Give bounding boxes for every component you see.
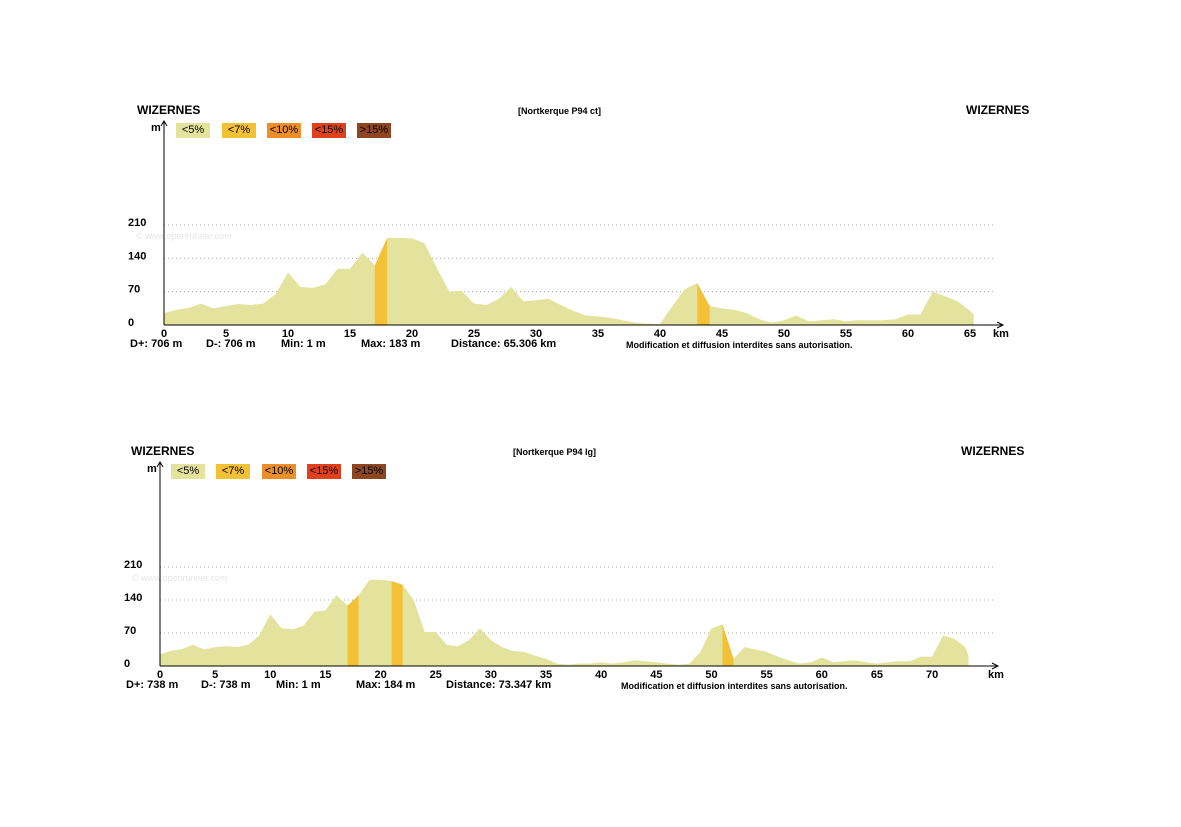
elevation-chart: © www.openrunner.com m 0 70 140 210 0 5 10 15 20 25… [124, 461, 1004, 681]
x-tick-label: 60 [902, 328, 914, 340]
x-tick-label: 40 [595, 669, 607, 681]
steep-segment [374, 237, 388, 325]
x-tick-label: 55 [840, 328, 852, 340]
end-location-label: WIZERNES [961, 444, 1025, 458]
elevation-profile-2: WIZERNES [Nortkerque P94 lg] WIZERNES <5… [0, 0, 1181, 691]
x-tick-label: 55 [761, 669, 773, 681]
x-tick-label: 5 [212, 669, 218, 681]
stat-distance: Distance: 65.306 km [451, 338, 557, 350]
route-title: [Nortkerque P94 lg] [513, 447, 597, 457]
y-tick-label: 140 [124, 592, 142, 604]
watermark: © www.openrunner.com [132, 573, 228, 583]
stat-max: Max: 183 m [361, 338, 421, 350]
stat-distance: Distance: 73.347 km [446, 679, 552, 691]
x-tick-label: 25 [430, 669, 442, 681]
steep-segment [722, 624, 734, 666]
x-tick-label: 15 [344, 328, 356, 340]
stat-d-minus: D-: 706 m [206, 338, 256, 350]
elevation-area [164, 237, 974, 325]
stat-d-plus: D+: 706 m [130, 338, 183, 350]
steep-segment [697, 283, 710, 325]
y-tick-label: 0 [124, 658, 130, 670]
x-tick-label: 0 [157, 669, 163, 681]
x-tick-label: 30 [485, 669, 497, 681]
x-tick-label: 40 [654, 328, 666, 340]
elevation-chart: © www.openrunner.com m 0 70 140 210 0 5 10 15 20 25… [128, 120, 1009, 340]
end-location-label: WIZERNES [966, 103, 1030, 117]
legend-lt5: <5% [176, 123, 210, 138]
x-tick-label: 45 [716, 328, 728, 340]
y-tick-label: 70 [124, 625, 136, 637]
x-tick-label: 10 [282, 328, 294, 340]
route-title: [Nortkerque P94 ct] [518, 106, 602, 116]
x-tick-label: 25 [468, 328, 480, 340]
x-tick-label: 10 [264, 669, 276, 681]
x-tick-label: 50 [778, 328, 790, 340]
x-tick-label: 60 [816, 669, 828, 681]
legend-lt10: <10% [267, 123, 301, 138]
y-tick-label: 210 [124, 559, 142, 571]
legend-lt15: <15% [312, 123, 346, 138]
x-tick-label: 20 [374, 669, 386, 681]
legend-gt15: >15% [352, 464, 386, 479]
steep-segment [391, 581, 403, 666]
x-tick-label: 65 [871, 669, 883, 681]
x-tick-label: 20 [406, 328, 418, 340]
x-tick-label: 30 [530, 328, 542, 340]
y-axis-arrow [156, 461, 164, 468]
legend-lt15: <15% [307, 464, 341, 479]
x-tick-label: 35 [540, 669, 552, 681]
x-axis-label: km [993, 328, 1009, 340]
legend-lt7: <7% [216, 464, 250, 479]
x-tick-label: 5 [223, 328, 229, 340]
x-tick-label: 15 [319, 669, 331, 681]
y-tick-label: 210 [128, 217, 146, 229]
elevation-profile-1: WIZERNES [Nortkerque P94 ct] WIZERNES <5… [0, 0, 1181, 350]
stat-min: Min: 1 m [281, 338, 326, 350]
stat-d-plus: D+: 738 m [126, 679, 179, 691]
y-axis-label: m [151, 122, 161, 134]
legend-gt15: >15% [357, 123, 391, 138]
x-tick-label: 35 [592, 328, 604, 340]
x-axis-arrow [991, 662, 1000, 670]
legend-lt5: <5% [171, 464, 205, 479]
x-tick-label: 0 [161, 328, 167, 340]
legend-lt7: <7% [222, 123, 256, 138]
watermark: © www.openrunner.com [136, 231, 232, 241]
start-location-label: WIZERNES [137, 103, 201, 117]
y-tick-label: 0 [128, 317, 134, 329]
x-tick-label: 50 [705, 669, 717, 681]
copyright-notice: Modification et diffusion interdites san… [621, 681, 848, 691]
y-axis-label: m [147, 463, 157, 475]
steep-segment [347, 595, 359, 666]
x-axis-arrow [996, 321, 1005, 329]
start-location-label: WIZERNES [131, 444, 195, 458]
x-tick-label: 70 [926, 669, 938, 681]
stat-max: Max: 184 m [356, 679, 416, 691]
elevation-area [160, 579, 969, 666]
copyright-notice: Modification et diffusion interdites san… [626, 340, 853, 350]
stat-min: Min: 1 m [276, 679, 321, 691]
x-tick-label: 45 [650, 669, 662, 681]
y-tick-label: 140 [128, 250, 146, 262]
x-axis-label: km [988, 669, 1004, 681]
y-tick-label: 70 [128, 284, 140, 296]
y-axis-arrow [160, 120, 168, 127]
legend-lt10: <10% [262, 464, 296, 479]
stat-d-minus: D-: 738 m [201, 679, 251, 691]
x-tick-label: 65 [964, 328, 976, 340]
